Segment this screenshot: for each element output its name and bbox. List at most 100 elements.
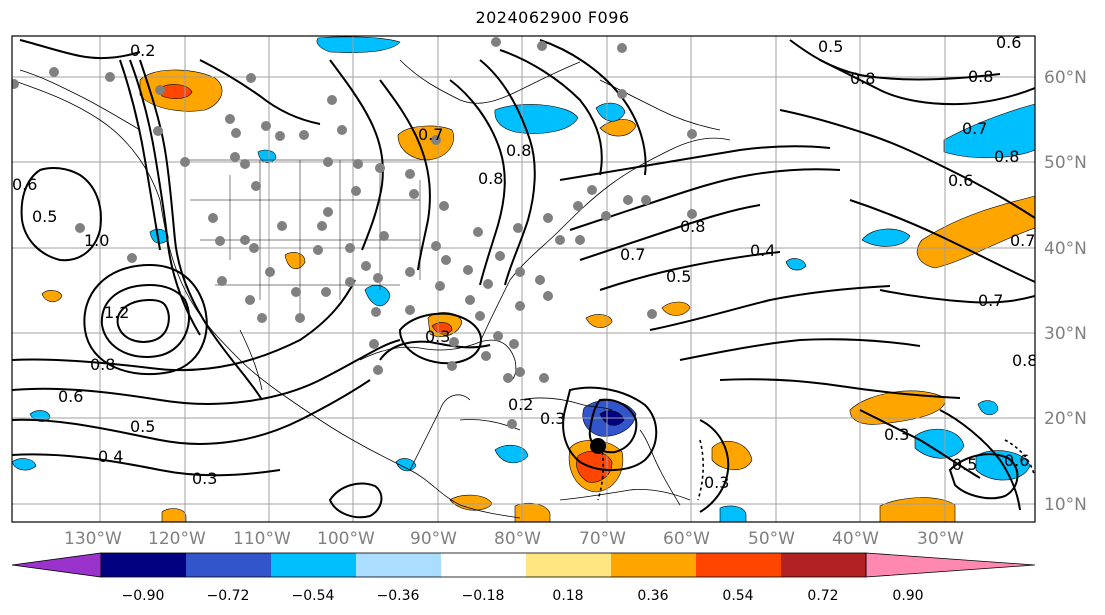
contour-label: 0.3	[540, 409, 565, 428]
positive-anomaly-patch	[661, 301, 691, 316]
contour-label: 0.8	[478, 169, 503, 188]
colorbar-segment	[696, 553, 781, 577]
contour-label: 0.7	[1010, 231, 1035, 250]
contour-label: 0.8	[680, 217, 705, 236]
contour-label: 0.6	[12, 175, 37, 194]
positive-anomaly-patch	[41, 290, 63, 303]
negative-anomaly-patch	[595, 102, 626, 122]
contour-label: 0.6	[948, 171, 973, 190]
colorbar: −0.90 −0.72 −0.54 −0.36 −0.18 0.18 0.36 …	[11, 552, 1036, 604]
longitude-labels: 130°W 120°W 110°W 100°W 90°W 80°W 70°W 6…	[64, 529, 964, 549]
negative-anomaly-patch	[719, 505, 747, 522]
colorbar-segment	[441, 553, 526, 577]
contour-label: 0.7	[620, 245, 645, 264]
contour-label: 0.8	[850, 69, 875, 88]
graticule	[12, 36, 1035, 522]
colorbar-tick-label: 0.18	[552, 588, 583, 604]
map-frame	[11, 35, 1036, 523]
contour-label: 0.8	[506, 141, 531, 160]
lat-tick-label: 30°N	[1044, 324, 1087, 344]
lat-tick-label: 40°N	[1044, 239, 1087, 259]
contour-label: 0.7	[418, 125, 443, 144]
negative-anomaly-patch	[316, 36, 401, 53]
lon-tick-label: 60°W	[663, 529, 710, 549]
lon-tick-label: 120°W	[148, 529, 206, 549]
lon-tick-label: 110°W	[233, 529, 291, 549]
storm-center-marker	[590, 438, 606, 454]
negative-anomaly-patch	[977, 400, 999, 416]
contour-label: 0.2	[508, 395, 533, 414]
contour-label: 0.5	[666, 267, 691, 286]
latitude-labels: 60°N 50°N 40°N 30°N 20°N 10°N	[1044, 68, 1087, 515]
colorbar-segment	[101, 553, 186, 577]
colorbar-extend-high	[865, 552, 1036, 578]
contour-label: 0.8	[994, 147, 1019, 166]
contour-label: 0.4	[750, 241, 775, 260]
colorbar-tick-label: −0.36	[377, 588, 420, 604]
strong-positive-patch	[159, 84, 193, 99]
negative-anomaly-patch	[494, 104, 579, 134]
colorbar-tick-label: 0.72	[807, 588, 838, 604]
lat-tick-label: 10°N	[1044, 495, 1087, 515]
lon-tick-label: 100°W	[317, 529, 375, 549]
colorbar-tick-label: −0.72	[207, 588, 250, 604]
positive-anomaly-patch	[397, 125, 454, 161]
contour-label: 0.3	[425, 327, 450, 346]
lat-tick-label: 60°N	[1044, 68, 1087, 88]
contour-label: 0.4	[98, 447, 123, 466]
lon-tick-label: 130°W	[64, 529, 122, 549]
contour-label: 0.6	[1004, 451, 1029, 470]
negative-anomaly-patch	[861, 228, 911, 247]
negative-anomaly-patch	[12, 458, 37, 471]
colorbar-tick-label: 0.36	[637, 588, 668, 604]
positive-anomaly-patch	[916, 195, 1035, 269]
contour-label: 0.5	[130, 417, 155, 436]
contour-label: 0.8	[90, 355, 115, 374]
lon-tick-label: 70°W	[579, 529, 626, 549]
colorbar-extend-low	[11, 552, 102, 578]
colorbar-tick-label: −0.54	[292, 588, 335, 604]
lat-tick-label: 50°N	[1044, 153, 1087, 173]
contour-lines	[12, 39, 1035, 519]
contour-label: 0.5	[818, 37, 843, 56]
positive-anomaly-patch	[711, 440, 753, 471]
contour-label: 0.3	[704, 473, 729, 492]
contour-label: 0.2	[130, 41, 155, 60]
contour-label: 0.8	[968, 67, 993, 86]
map-panel: 0.2 0.6 0.5 0.8 0.8 0.7 0.8 0.6 0.7 0.6 …	[12, 33, 1037, 522]
contour-label: 0.3	[192, 469, 217, 488]
lon-tick-label: 30°W	[917, 529, 964, 549]
contour-labels: 0.2 0.6 0.5 0.8 0.8 0.7 0.8 0.6 0.7 0.6 …	[12, 33, 1037, 492]
contour-label: 0.6	[58, 387, 83, 406]
positive-anomaly-patch	[161, 508, 187, 522]
colorbar-tick-label: −0.18	[462, 588, 505, 604]
contour-label: 0.7	[978, 291, 1003, 310]
contour-label: 0.7	[962, 119, 987, 138]
contour-label: 0.5	[32, 207, 57, 226]
colorbar-segment	[611, 553, 696, 577]
contour-label: 1.2	[104, 303, 129, 322]
colorbar-segment	[271, 553, 356, 577]
station-markers	[12, 37, 697, 429]
negative-anomaly-patch	[494, 444, 529, 464]
colorbar-segment	[781, 553, 866, 577]
colorbar-segment	[186, 553, 271, 577]
contour-label: 0.5	[952, 455, 977, 474]
contour-label: 0.6	[996, 33, 1021, 52]
colorbar-tick-label: 0.90	[892, 588, 923, 604]
dashed-contours	[597, 439, 1035, 501]
figure-title: 2024062900 F096	[475, 8, 630, 27]
lon-tick-label: 90°W	[410, 529, 457, 549]
lat-tick-label: 20°N	[1044, 409, 1087, 429]
negative-anomaly-patch	[943, 103, 1035, 159]
contour-label: 0.8	[1012, 351, 1037, 370]
positive-anomaly-patch	[585, 314, 613, 328]
lon-tick-label: 40°W	[832, 529, 879, 549]
colorbar-segment	[526, 553, 611, 577]
lon-tick-label: 50°W	[748, 529, 795, 549]
negative-anomaly-patch	[785, 258, 807, 271]
colorbar-segment	[356, 553, 441, 577]
contour-label: 0.3	[884, 425, 909, 444]
colorbar-tick-label: −0.90	[122, 588, 165, 604]
